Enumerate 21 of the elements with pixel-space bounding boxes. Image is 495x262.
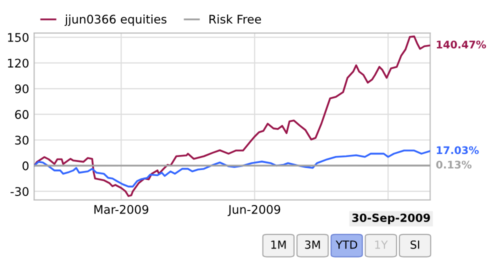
text: 3M (305, 240, 320, 249)
annotation: 17.03% (436, 146, 479, 154)
text: 1M (271, 240, 286, 249)
y-tick-label: 0 (22, 161, 29, 170)
y-tick-label: 30 (15, 136, 29, 145)
line-series (34, 36, 430, 197)
x-tick-label: Jun-2009 (228, 204, 280, 216)
legend-label: jjun0366 equities (64, 14, 166, 26)
text: YTD (336, 240, 358, 249)
annotation: 140.47% (436, 40, 486, 48)
y-tick-label: 60 (15, 110, 29, 119)
x-tick-label: Mar-2009 (94, 204, 148, 214)
y-tick-label: -30 (10, 187, 29, 196)
text: 30-Sep-2009 (352, 214, 430, 224)
y-tick-label: 120 (8, 58, 29, 68)
text: SI (410, 240, 420, 249)
line-series (34, 150, 430, 188)
y-tick-label: 90 (15, 84, 29, 94)
y-tick-label: 150 (8, 33, 29, 42)
legend-label: Risk Free (209, 14, 261, 24)
annotation: 0.13% (436, 160, 472, 169)
